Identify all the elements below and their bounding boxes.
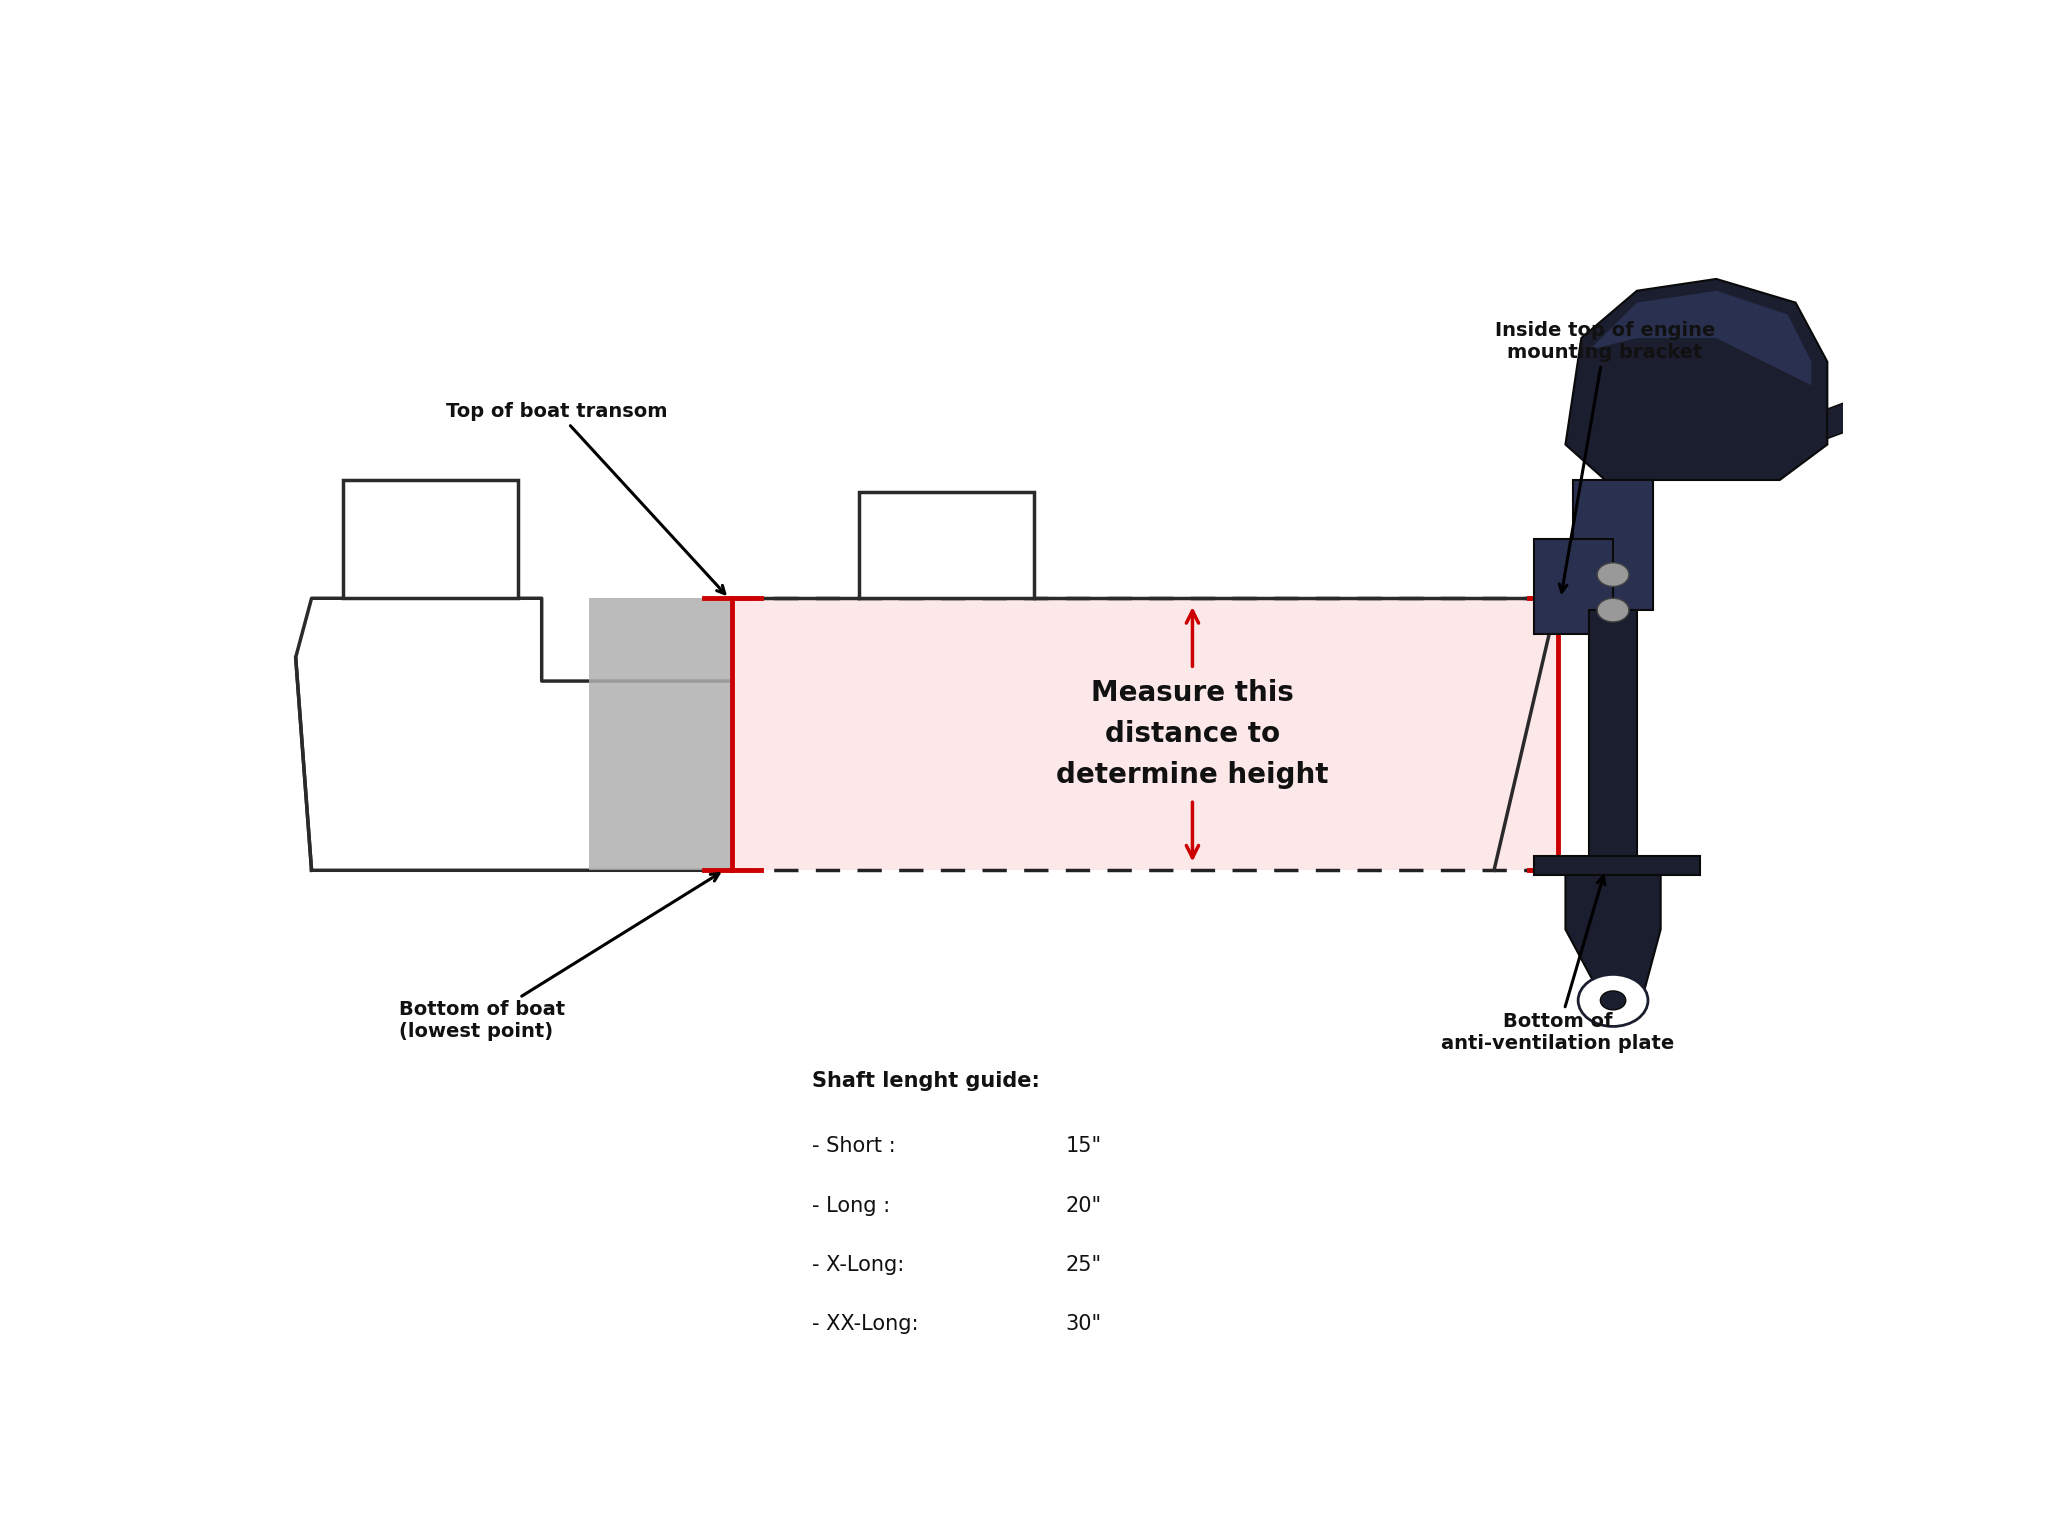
Text: - XX-Long:: - XX-Long:	[811, 1313, 918, 1333]
Text: Bottom of boat
(lowest point): Bottom of boat (lowest point)	[399, 874, 719, 1041]
Text: 30": 30"	[1065, 1313, 1102, 1333]
Text: - X-Long:: - X-Long:	[811, 1255, 903, 1275]
Circle shape	[1597, 598, 1628, 622]
Polygon shape	[1534, 856, 1700, 876]
Polygon shape	[1589, 290, 1812, 386]
Circle shape	[1599, 991, 1626, 1009]
Circle shape	[1597, 562, 1628, 587]
Text: - Long :: - Long :	[811, 1195, 889, 1215]
Polygon shape	[1573, 479, 1653, 610]
Text: - Short :: - Short :	[811, 1137, 895, 1157]
Circle shape	[1579, 974, 1649, 1026]
Polygon shape	[1565, 859, 1661, 1012]
Text: 20": 20"	[1065, 1195, 1102, 1215]
Text: 25": 25"	[1065, 1255, 1102, 1275]
Polygon shape	[733, 598, 1559, 871]
Text: Inside top of engine
mounting bracket: Inside top of engine mounting bracket	[1495, 321, 1716, 593]
Polygon shape	[1827, 386, 1890, 439]
Text: Measure this
distance to
determine height: Measure this distance to determine heigh…	[1057, 679, 1329, 790]
Polygon shape	[344, 479, 518, 598]
Polygon shape	[295, 598, 733, 871]
Text: Top of boat transom: Top of boat transom	[446, 402, 725, 594]
Text: 15": 15"	[1065, 1137, 1102, 1157]
Text: Shaft lenght guide:: Shaft lenght guide:	[811, 1072, 1040, 1092]
Polygon shape	[1565, 280, 1827, 479]
Polygon shape	[860, 492, 1034, 598]
Polygon shape	[1589, 610, 1636, 871]
Polygon shape	[590, 598, 733, 871]
Text: Bottom of
anti-ventilation plate: Bottom of anti-ventilation plate	[1442, 876, 1673, 1054]
Polygon shape	[1534, 539, 1614, 634]
